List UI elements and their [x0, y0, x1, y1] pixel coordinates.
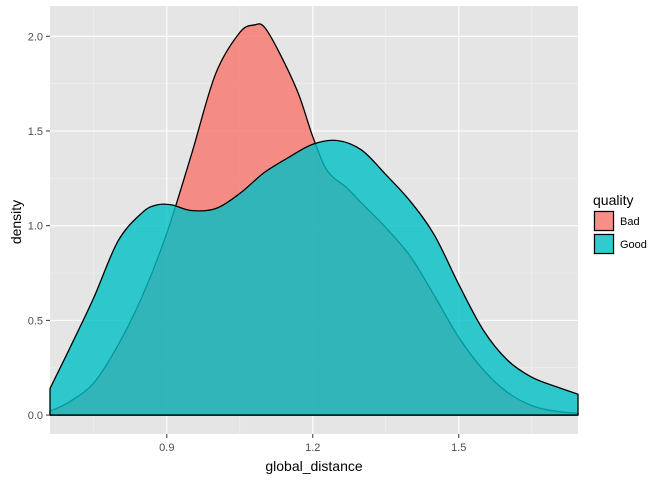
- y-tick-label: 0.0: [28, 410, 43, 422]
- y-tick-label: 0.5: [28, 315, 43, 327]
- y-axis: 0.0 0.5 1.0 1.5 2.0: [28, 31, 50, 422]
- density-areas: [49, 23, 579, 416]
- y-tick-label: 2.0: [28, 31, 43, 43]
- y-tick-label: 1.0: [28, 221, 43, 233]
- y-tick-label: 1.5: [28, 126, 43, 138]
- density-area-good: [49, 139, 579, 416]
- x-axis: 0.9 1.2 1.5: [159, 434, 466, 454]
- legend-key-swatch: [593, 210, 615, 232]
- y-axis-title: density: [8, 200, 24, 244]
- legend-title: quality: [593, 192, 633, 208]
- x-tick-label: 1.5: [451, 442, 466, 454]
- x-tick-label: 1.2: [305, 442, 320, 454]
- legend: quality Bad Good: [593, 192, 647, 255]
- legend-keys: Bad Good: [593, 210, 647, 255]
- x-tick-label: 0.9: [159, 442, 174, 454]
- legend-key-swatch: [593, 233, 615, 255]
- legend-item-good: Good: [593, 233, 647, 255]
- legend-item-bad: Bad: [593, 210, 640, 232]
- x-axis-title: global_distance: [265, 458, 363, 474]
- legend-label: Good: [620, 239, 647, 251]
- legend-label: Bad: [620, 216, 640, 228]
